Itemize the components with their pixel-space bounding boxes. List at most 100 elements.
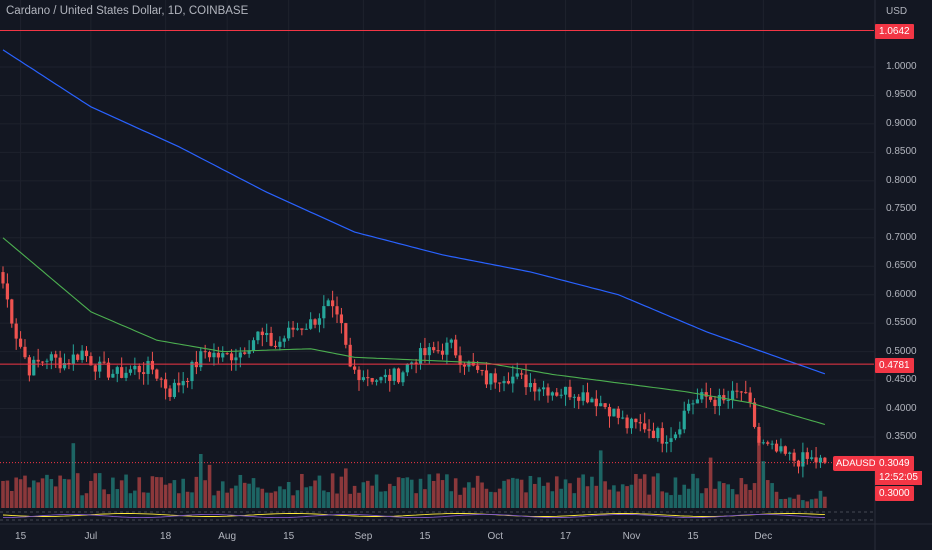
volume-bar bbox=[823, 496, 827, 508]
volume-bar bbox=[471, 487, 476, 508]
candle-body bbox=[128, 369, 133, 373]
candle-body bbox=[810, 457, 814, 459]
volume-bar bbox=[423, 489, 427, 508]
volume-bar bbox=[124, 474, 128, 508]
candle-body bbox=[621, 417, 625, 419]
candle-body bbox=[524, 374, 528, 388]
candle-body bbox=[76, 354, 80, 360]
candle-body bbox=[656, 428, 660, 439]
volume-bar bbox=[84, 493, 89, 508]
volume-bar bbox=[304, 487, 309, 508]
volume-bar bbox=[141, 492, 146, 508]
volume-bar bbox=[67, 479, 71, 508]
candle-body bbox=[454, 339, 458, 356]
candle-body bbox=[761, 442, 765, 444]
candle-body bbox=[5, 283, 9, 300]
volume-bar bbox=[739, 478, 744, 508]
volume-bar bbox=[598, 450, 603, 508]
time-tick-label: Nov bbox=[622, 531, 641, 542]
volume-bar bbox=[475, 475, 480, 508]
candle-body bbox=[572, 396, 576, 398]
volume-bar bbox=[678, 494, 682, 508]
candle-body bbox=[717, 395, 721, 407]
candle-body bbox=[229, 353, 234, 361]
candle-body bbox=[818, 457, 823, 463]
volume-bar bbox=[559, 488, 563, 508]
volume-bar bbox=[18, 479, 23, 508]
candle-body bbox=[366, 377, 370, 379]
symbol-badge: ADAUSD bbox=[833, 456, 879, 471]
volume-bar bbox=[607, 489, 612, 508]
volume-bar bbox=[159, 477, 164, 508]
volume-bar bbox=[550, 491, 555, 508]
volume-bar bbox=[251, 478, 256, 508]
volume-bar bbox=[234, 485, 238, 508]
volume-bar bbox=[554, 476, 559, 508]
volume-bar bbox=[594, 485, 599, 508]
volume-bar bbox=[212, 495, 216, 508]
candle-body bbox=[265, 332, 269, 336]
candle-body bbox=[669, 438, 673, 442]
price-tick-label: 0.7500 bbox=[886, 203, 917, 215]
volume-bar bbox=[40, 478, 45, 508]
candle-body bbox=[814, 457, 818, 463]
candle-body bbox=[10, 299, 14, 324]
candle-body bbox=[1, 272, 5, 284]
volume-bar bbox=[396, 477, 401, 508]
candle-body bbox=[115, 367, 119, 374]
candle-body bbox=[704, 392, 708, 397]
candle-body bbox=[335, 306, 339, 315]
candle-body bbox=[181, 381, 185, 386]
volume-bar bbox=[172, 480, 177, 508]
volume-bar bbox=[735, 494, 739, 508]
candle-body bbox=[445, 342, 449, 355]
volume-bar bbox=[335, 493, 339, 508]
price-tick-label: 0.6500 bbox=[886, 260, 917, 272]
candle-body bbox=[643, 423, 647, 430]
candle-body bbox=[392, 368, 396, 381]
volume-bar bbox=[721, 483, 726, 508]
candle-body bbox=[805, 452, 809, 459]
candle-body bbox=[665, 441, 669, 444]
candle-body bbox=[291, 327, 295, 330]
volume-bar bbox=[163, 484, 168, 508]
candle-body bbox=[295, 328, 300, 330]
candle-body bbox=[563, 386, 568, 395]
volume-bar bbox=[97, 473, 102, 508]
volume-bar bbox=[436, 473, 440, 508]
candle-body bbox=[177, 382, 181, 386]
bar-countdown: 12:52:05 bbox=[875, 471, 922, 485]
price-tick-label: 0.3500 bbox=[886, 431, 917, 442]
volume-bar bbox=[102, 489, 106, 508]
volume-bar bbox=[546, 482, 550, 508]
volume-bar bbox=[194, 476, 199, 508]
candle-body bbox=[185, 381, 190, 383]
volume-bar bbox=[511, 477, 515, 508]
volume-bar bbox=[326, 492, 331, 508]
candle-body bbox=[379, 377, 383, 381]
candle-body bbox=[269, 332, 273, 346]
time-tick-label: Aug bbox=[218, 531, 237, 542]
volume-bar bbox=[53, 486, 58, 508]
last-price-label: 0.3049 bbox=[875, 456, 914, 471]
volume-bar bbox=[576, 477, 581, 508]
candle-body bbox=[682, 410, 686, 430]
volume-bar bbox=[317, 475, 322, 508]
candle-body bbox=[599, 403, 603, 407]
volume-bar bbox=[431, 480, 436, 508]
candle-body bbox=[502, 381, 506, 384]
candle-body bbox=[647, 429, 651, 431]
candle-body bbox=[594, 398, 598, 407]
candle-body bbox=[304, 328, 308, 330]
volume-bar bbox=[322, 490, 326, 508]
volume-bar bbox=[216, 490, 221, 508]
candle-body bbox=[708, 396, 713, 400]
oscillator-line-b bbox=[3, 513, 825, 519]
volume-bar bbox=[313, 480, 317, 508]
volume-bar bbox=[269, 492, 273, 508]
candle-body bbox=[164, 379, 168, 389]
candle-body bbox=[634, 418, 638, 423]
volume-bar bbox=[445, 474, 449, 508]
volume-bar bbox=[45, 474, 49, 508]
